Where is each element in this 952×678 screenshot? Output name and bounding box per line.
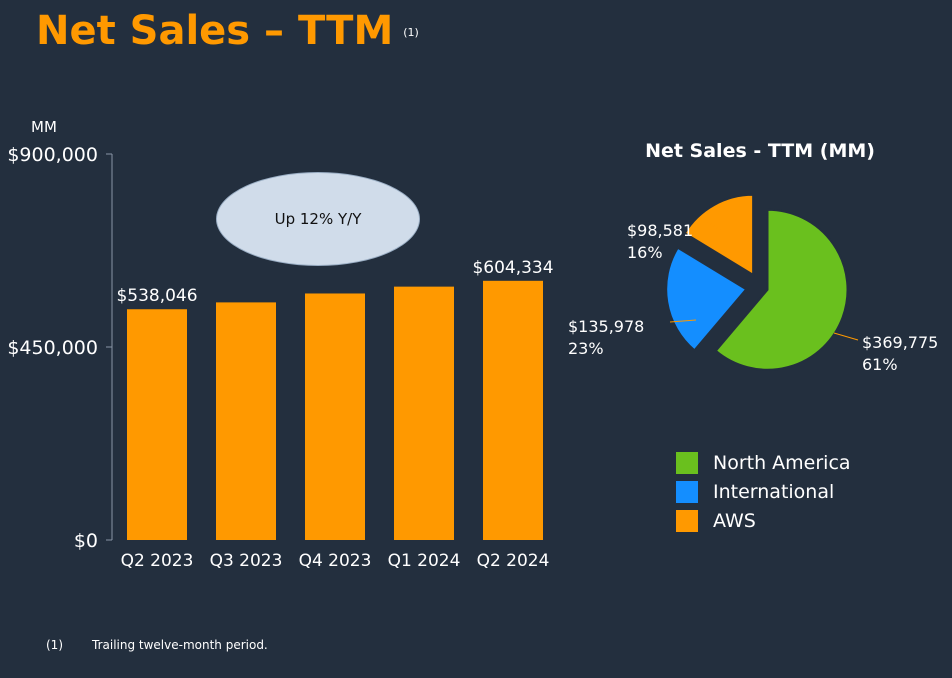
pie-percent-label: 16%: [627, 243, 663, 262]
pie-chart: Net Sales - TTM (MM) $369,775 61% $135,978 2…: [568, 140, 938, 374]
legend-item-international: International: [676, 477, 851, 506]
pie-slice: [714, 208, 849, 371]
bar: [216, 302, 276, 540]
footnote-mark: (1): [46, 638, 63, 652]
bar-chart: MM $0 $450,000 $900,000 Q2 2023 $538,046 Q3 20…: [7, 118, 553, 571]
legend-label-north-america: North America: [713, 451, 851, 474]
x-tick-label: Q2 2024: [477, 551, 550, 571]
legend-item-aws: AWS: [676, 506, 851, 535]
x-tick-label: Q4 2023: [299, 551, 372, 571]
legend-swatch-north-america: [676, 451, 698, 474]
bar-data-label: $604,334: [472, 258, 553, 278]
bar: [305, 293, 365, 540]
bar: [483, 280, 543, 540]
x-tick-label: Q3 2023: [210, 551, 283, 571]
page-title-text: Net Sales – TTM: [36, 8, 394, 54]
bar: [394, 286, 454, 540]
pie-legend: North America International AWS: [676, 448, 851, 535]
growth-callout-text: Up 12% Y/Y: [274, 210, 362, 228]
pie-percent-label: 23%: [568, 339, 604, 358]
title-footnote-ref: (1): [403, 26, 419, 39]
pie-leader-line: [707, 221, 721, 231]
legend-item-north-america: North America: [676, 448, 851, 477]
pie-percent-label: 61%: [862, 355, 898, 374]
pie-title: Net Sales - TTM (MM): [645, 140, 875, 162]
legend-swatch-aws: [676, 509, 698, 532]
x-tick-label: Q1 2024: [388, 551, 461, 571]
bar-data-label: $538,046: [116, 286, 197, 306]
pie-slice: [683, 193, 755, 277]
y-tick-label: $0: [74, 530, 98, 552]
bar: [127, 309, 187, 540]
pie-slice: [665, 246, 748, 352]
x-tick-label: Q2 2023: [121, 551, 194, 571]
legend-swatch-international: [676, 480, 698, 503]
pie-value-label: $98,581: [627, 221, 693, 240]
pie-value-label: $135,978: [568, 317, 644, 336]
pie-value-label: $369,775: [862, 333, 938, 352]
footnote-text: Trailing twelve-month period.: [92, 638, 268, 652]
legend-label-aws: AWS: [713, 509, 756, 532]
y-unit-label: MM: [31, 118, 57, 136]
y-tick-label: $450,000: [7, 337, 98, 359]
pie-leader-line: [669, 319, 697, 323]
y-tick-label: $900,000: [7, 144, 98, 166]
legend-label-international: International: [713, 480, 835, 503]
pie-leader-line: [833, 332, 859, 341]
page-title: Net Sales – TTM (1): [36, 8, 419, 54]
growth-callout: Up 12% Y/Y: [216, 172, 420, 266]
